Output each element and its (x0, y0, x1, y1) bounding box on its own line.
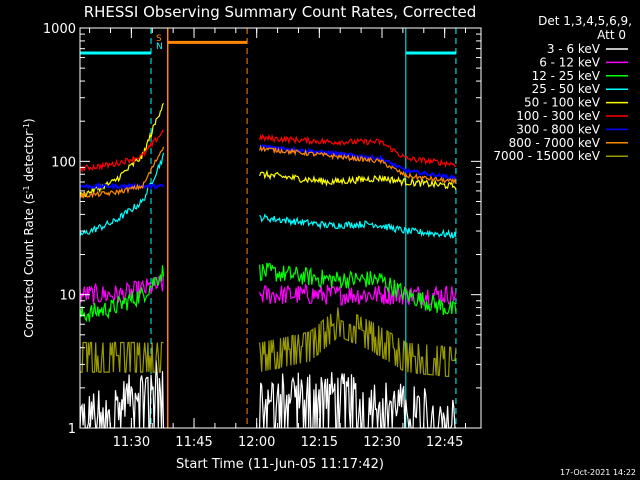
y-axis-label: Corrected Count Rate (s-1 detector-1) (22, 118, 37, 337)
x-tick-label: 12:00 (238, 435, 275, 450)
legend-label: 7000 - 15000 keV (493, 149, 600, 163)
y-tick-label: 100 (51, 155, 76, 170)
legend-header-line-2: Att 0 (597, 28, 626, 42)
x-tick-label: 12:30 (363, 435, 400, 450)
legend-label: 12 - 25 keV (532, 69, 601, 83)
series-line-100-300keV (79, 129, 164, 174)
series-line-12-25keV (259, 262, 457, 316)
state-marker-s: S (156, 34, 162, 44)
series-line-25-50keV (79, 152, 165, 237)
plot-frame (79, 27, 482, 429)
y-tick-label: 10 (59, 289, 76, 304)
x-tick-label: 12:15 (301, 435, 338, 450)
series-line-800-7000keV (259, 144, 457, 185)
legend-label: 100 - 300 keV (516, 109, 600, 123)
series-line-7000-15000keV (259, 307, 457, 378)
series-line-50-100keV (79, 102, 164, 198)
footer-date: 17-Oct-2021 14:22 (560, 468, 636, 477)
series-line-100-300keV (259, 133, 456, 169)
series-line-6-12keV (259, 282, 457, 307)
chart-title: RHESSI Observing Summary Count Rates, Co… (84, 3, 477, 21)
y-tick-label: 1000 (43, 22, 76, 37)
legend-header-line-1: Det 1,3,4,5,6,9, (538, 14, 632, 28)
x-tick-label: 12:45 (426, 435, 463, 450)
legend-label: 50 - 100 keV (524, 96, 601, 110)
legend-label: 3 - 6 keV (547, 42, 601, 56)
series-line-6-12keV (79, 274, 165, 305)
series-line-50-100keV (259, 169, 457, 190)
legend-label: 25 - 50 keV (532, 82, 601, 96)
series-line-12-25keV (79, 265, 165, 323)
x-tick-label: 11:45 (175, 435, 212, 450)
legend-label: 800 - 7000 keV (509, 136, 601, 150)
x-axis-ticks: 11:30 11:45 12:00 12:15 12:30 12:45 (89, 28, 467, 450)
series-line-7000-15000keV (80, 341, 164, 373)
y-tick-label: 1 (68, 422, 76, 437)
state-marker-n: N (156, 42, 163, 52)
series-line-25-50keV (259, 213, 457, 239)
legend-label: 6 - 12 keV (539, 55, 601, 69)
legend-label: 300 - 800 keV (516, 122, 600, 136)
series-line-800-7000keV (79, 146, 165, 200)
y-axis-ticks: 1 10 100 1000 (43, 22, 481, 437)
series-line-300-800keV (79, 181, 165, 191)
x-tick-label: 11:30 (113, 435, 150, 450)
x-axis-label: Start Time (11-Jun-05 11:17:42) (176, 457, 384, 472)
